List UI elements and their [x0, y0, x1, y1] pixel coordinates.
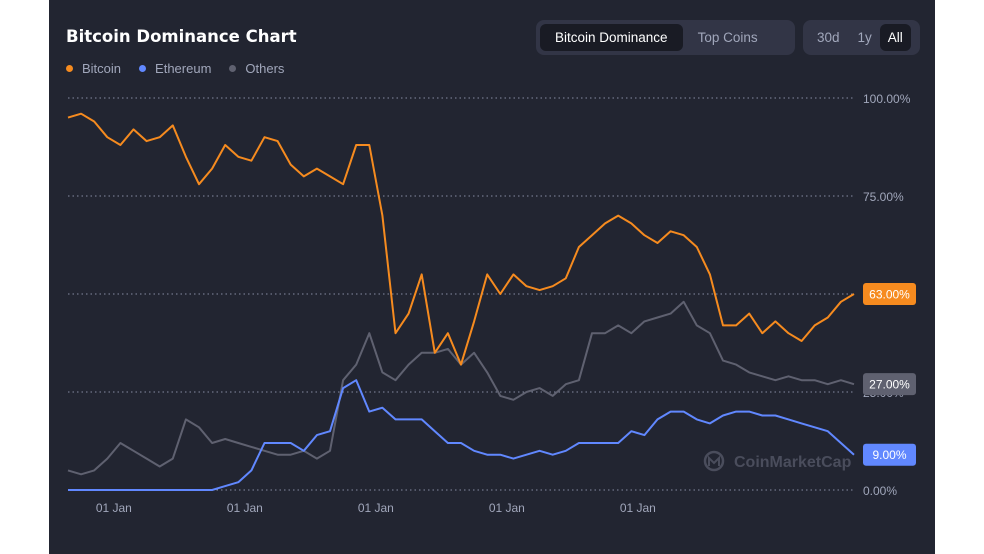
x-tick-label: 01 Jan — [227, 501, 263, 515]
x-tick-label: 01 Jan — [489, 501, 525, 515]
series-line-others — [67, 300, 855, 476]
series-line-ethereum — [68, 379, 855, 491]
legend-label-others: Others — [245, 61, 285, 76]
series-line-bitcoin — [67, 112, 855, 366]
view-tab-group: Bitcoin Dominance Top Coins — [536, 20, 795, 55]
value-tag-label-others: 27.00% — [869, 378, 910, 392]
watermark-text: CoinMarketCap — [734, 454, 852, 471]
legend-label-ethereum: Ethereum — [155, 61, 212, 76]
y-tick-label: 100.00% — [863, 92, 911, 106]
y-tick-label: 0.00% — [863, 484, 897, 498]
y-tick-label: 75.00% — [863, 190, 904, 204]
watermark: CoinMarketCap — [703, 450, 852, 472]
value-tag-ethereum — [863, 443, 916, 466]
range-30d-button[interactable]: 30d — [817, 30, 840, 45]
value-tag-label-bitcoin: 63.00% — [869, 288, 910, 302]
tab-bitcoin-dominance[interactable]: Bitcoin Dominance — [540, 24, 683, 51]
chart-panel — [49, 0, 935, 554]
value-tag-others — [863, 373, 916, 396]
legend-dot-others — [229, 65, 237, 72]
x-tick-label: 01 Jan — [620, 501, 656, 515]
legend-item-bitcoin[interactable]: Bitcoin — [66, 61, 121, 76]
value-tag-bitcoin — [863, 283, 916, 305]
x-tick-label: 01 Jan — [96, 501, 132, 515]
tab-top-coins[interactable]: Top Coins — [697, 30, 758, 45]
series-lines — [67, 112, 855, 491]
page-title: Bitcoin Dominance Chart — [66, 27, 297, 46]
x-tick-label: 01 Jan — [358, 501, 394, 515]
legend-dot-bitcoin — [66, 65, 73, 72]
legend-item-ethereum[interactable]: Ethereum — [139, 61, 211, 76]
x-axis-labels: 01 Jan 01 Jan 01 Jan 01 Jan 01 Jan — [96, 501, 656, 515]
legend-item-others[interactable]: Others — [229, 61, 284, 76]
current-value-tags: 63.00% 9.00% 27.00% — [863, 283, 916, 466]
legend-label-bitcoin: Bitcoin — [82, 61, 122, 76]
range-all-button[interactable]: All — [879, 24, 911, 51]
chart-legend: Bitcoin Ethereum Others — [66, 61, 284, 76]
coinmarketcap-logo-icon — [703, 450, 725, 472]
range-1y-button[interactable]: 1y — [857, 30, 872, 45]
legend-dot-ethereum — [139, 65, 147, 72]
range-tab-group: 30d 1y All — [803, 20, 920, 55]
value-tag-label-ethereum: 9.00% — [872, 448, 906, 462]
